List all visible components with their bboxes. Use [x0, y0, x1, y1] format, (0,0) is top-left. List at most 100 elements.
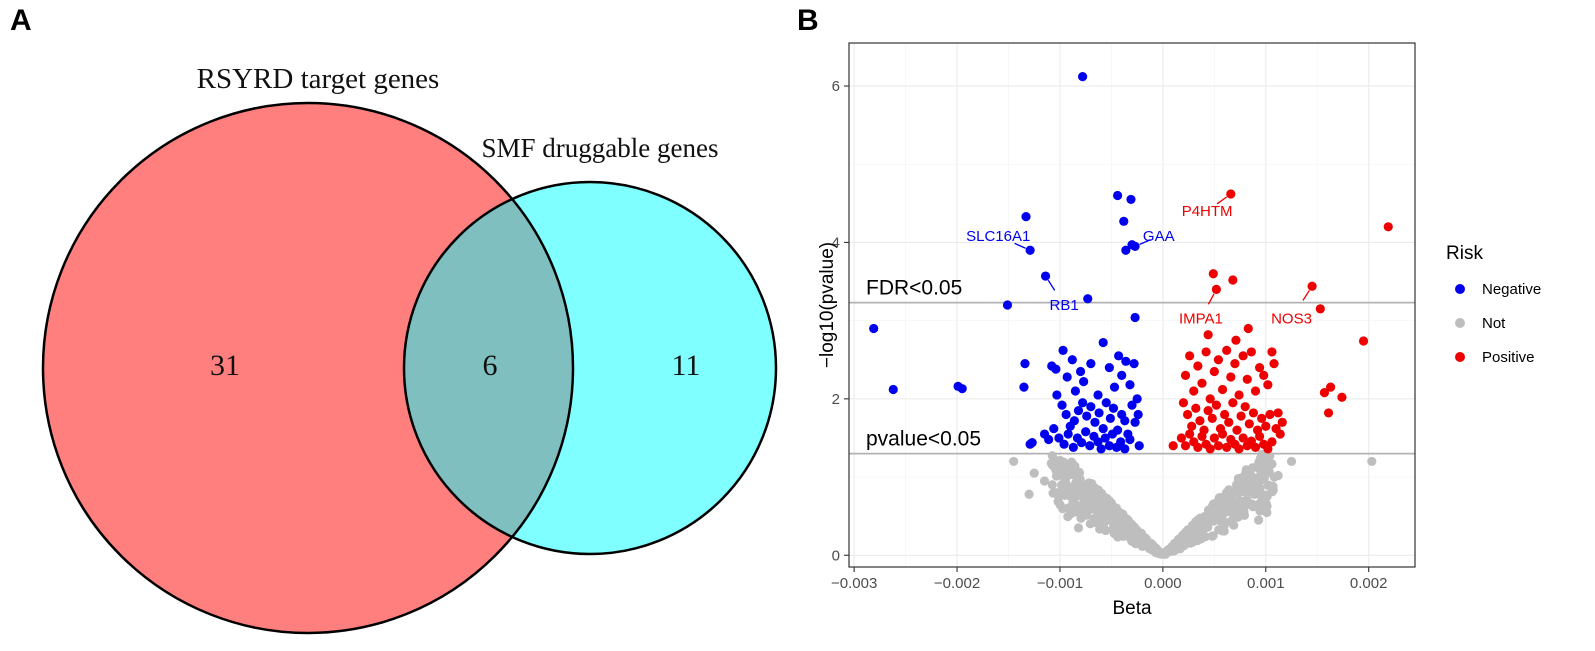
gene-label-slc16a1: SLC16A1 — [966, 228, 1030, 245]
negative-point — [1058, 345, 1068, 355]
venn-set2-outline — [402, 180, 778, 556]
positive-point — [1182, 409, 1193, 420]
not-significant-point — [1221, 491, 1231, 501]
not-significant-point — [1076, 513, 1086, 523]
venn-intersection-count: 6 — [483, 349, 498, 382]
negative-point — [1068, 442, 1078, 452]
negative-point — [1112, 190, 1123, 201]
positive-point — [1191, 403, 1201, 413]
positive-point — [1180, 370, 1191, 380]
not-significant-point — [1257, 465, 1267, 476]
not-significant-point — [1065, 483, 1075, 493]
positive-point — [1213, 441, 1224, 451]
negative-point — [888, 384, 898, 395]
positive-point — [1267, 347, 1277, 357]
positive-point — [1195, 416, 1205, 426]
not-significant-point — [1262, 507, 1272, 518]
not-significant-point — [1060, 474, 1070, 484]
not-significant-point — [1071, 490, 1082, 500]
negative-point — [1062, 372, 1072, 382]
not-significant-point — [1095, 524, 1105, 534]
threshold-lines: FDR<0.05 pvalue<0.05 — [849, 277, 1415, 455]
positive-point — [1222, 442, 1232, 452]
negative-point — [1116, 437, 1126, 447]
venn-panel: A RSYRD target genes SMF druggable genes… — [10, 4, 778, 635]
not-significant-point — [1233, 512, 1243, 522]
positive-point — [1383, 222, 1393, 232]
not-significant-point — [1131, 524, 1141, 534]
negative-point — [1054, 433, 1064, 443]
gene-label-rb1: RB1 — [1049, 297, 1078, 314]
not-significant-point — [1111, 503, 1121, 513]
negative-point — [1098, 337, 1108, 348]
positive-point — [1187, 421, 1197, 431]
negative-point — [1078, 72, 1088, 82]
positive-point — [1323, 408, 1334, 418]
positive-point — [1246, 347, 1256, 357]
negative-point — [869, 323, 879, 334]
negative-point — [1114, 351, 1124, 361]
panel-a-letter: A — [10, 4, 32, 37]
positive-point — [1307, 281, 1317, 291]
positive-point — [1208, 269, 1218, 279]
positive-point — [1180, 441, 1191, 451]
gene-label-leader — [1302, 290, 1310, 301]
not-significant-point — [1118, 509, 1128, 519]
positive-point — [1259, 370, 1269, 380]
negative-point — [1101, 398, 1111, 408]
plot-panel-background — [849, 43, 1415, 567]
x-tick-label: 0.001 — [1247, 575, 1285, 592]
negative-point — [1057, 400, 1067, 410]
negative-point — [1090, 417, 1100, 427]
negative-point — [1081, 427, 1091, 437]
negative-point — [1126, 194, 1136, 205]
negative-point — [1120, 444, 1130, 454]
positive-point — [1358, 336, 1369, 346]
positive-point — [1222, 345, 1232, 355]
negative-point — [1108, 403, 1119, 413]
positive-point — [1220, 409, 1230, 420]
x-tick-label: −0.003 — [831, 575, 877, 592]
negative-point — [1049, 423, 1059, 434]
negative-point — [957, 384, 967, 394]
not-significant-point — [1259, 457, 1269, 467]
not-significant-point — [1196, 525, 1206, 536]
not-significant-point — [1054, 467, 1064, 477]
volcano-panel: B FDR<0.05 pvalue<0.05 SLC16A1 GAA RB1 P4HTM… — [797, 4, 1541, 619]
negative-point — [1104, 441, 1114, 451]
not-significant-point — [1079, 494, 1089, 505]
negative-point — [1107, 429, 1118, 439]
negative-point — [1132, 394, 1142, 404]
negative-point — [1085, 441, 1095, 451]
venn-overlap-region — [404, 182, 573, 554]
negative-point — [1109, 382, 1120, 392]
positive-point — [1326, 382, 1336, 392]
positive-point — [1265, 409, 1275, 420]
positive-point — [1234, 390, 1244, 400]
not-significant-point — [1009, 456, 1019, 467]
negative-point — [1063, 429, 1073, 439]
positive-point — [1255, 362, 1265, 373]
negative-point — [1100, 433, 1110, 443]
not-significant-point — [1039, 476, 1050, 486]
negative-point — [1125, 380, 1135, 390]
not-significant-point — [1165, 546, 1175, 557]
positive-point — [1211, 284, 1221, 294]
negative-point — [1105, 413, 1115, 424]
positive-point — [1263, 444, 1273, 454]
positive-point — [1193, 442, 1203, 452]
x-tick-label: −0.002 — [934, 575, 980, 592]
negative-point — [1078, 398, 1088, 408]
positive-point — [1226, 189, 1236, 199]
positive-point — [1236, 411, 1246, 421]
not-significant-point — [1286, 456, 1297, 467]
negative-point — [1027, 438, 1037, 448]
negative-point — [1044, 434, 1054, 445]
positive-point — [1168, 441, 1178, 451]
venn-set1-circle — [43, 103, 573, 633]
negative-point — [1121, 356, 1131, 366]
not-significant-point — [1273, 470, 1283, 481]
negative-point — [1052, 390, 1062, 400]
not-significant-point — [1129, 534, 1139, 544]
positive-point — [1197, 378, 1207, 388]
